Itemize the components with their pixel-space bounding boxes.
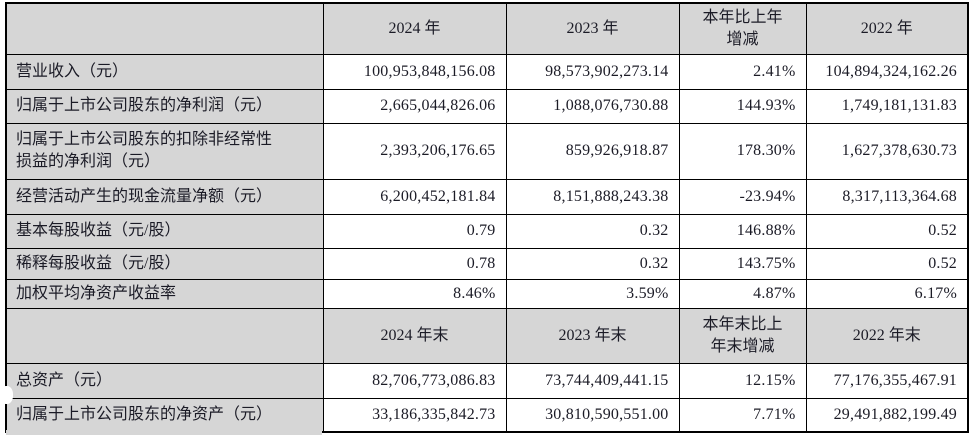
value-2022: 29,491,882,199.49: [805, 397, 969, 433]
value-2024: 33,186,335,842.73: [322, 397, 507, 433]
value-2024: 6,200,452,181.84: [322, 178, 507, 215]
col-header-2022-end: 2022 年末: [805, 307, 969, 364]
value-change: 143.75%: [678, 247, 807, 280]
value-change: -23.94%: [678, 178, 807, 215]
row-label: 归属于上市公司股东的净资产（元）: [5, 397, 324, 433]
table-row-net-assets: 归属于上市公司股东的净资产（元） 33,186,335,842.73 30,81…: [5, 397, 969, 433]
row-label: 基本每股收益（元/股）: [5, 213, 324, 249]
value-2023: 0.32: [505, 247, 680, 280]
header-empty-cell: [5, 2, 324, 55]
col-header-yearend-change: 本年末比上 年末增减: [678, 307, 807, 364]
scan-artifact-white-smudge: [0, 386, 13, 404]
table-row-diluted-eps: 稀释每股收益（元/股） 0.78 0.32 143.75% 0.52: [5, 247, 969, 280]
value-2022: 8,317,113,364.68: [805, 178, 969, 215]
value-2022: 0.52: [805, 247, 969, 280]
table-row-net-profit-excl-nonrecurring: 归属于上市公司股东的扣除非经常性 损益的净利润（元） 2,393,206,176…: [5, 122, 969, 180]
col-header-2024: 2024 年: [322, 2, 507, 55]
col-header-2024-end: 2024 年末: [322, 307, 507, 364]
header-empty-cell: [5, 307, 324, 364]
financial-summary-table: 2024 年 2023 年 本年比上年 增减 2022 年 营业收入（元） 10…: [5, 2, 969, 433]
value-2024: 0.79: [322, 213, 507, 249]
col-header-2022: 2022 年: [805, 2, 969, 55]
value-2023: 3.59%: [505, 278, 680, 309]
value-change: 12.15%: [678, 362, 807, 399]
section1-header-row: 2024 年 2023 年 本年比上年 增减 2022 年: [5, 2, 969, 55]
value-2022: 1,749,181,131.83: [805, 88, 969, 124]
value-2023: 30,810,590,551.00: [505, 397, 680, 433]
value-2022: 0.52: [805, 213, 969, 249]
value-2023: 0.32: [505, 213, 680, 249]
value-change: 146.88%: [678, 213, 807, 249]
value-2023: 859,926,918.87: [505, 122, 680, 180]
table-row-revenue: 营业收入（元） 100,953,848,156.08 98,573,902,27…: [5, 53, 969, 90]
value-2022: 77,176,355,467.91: [805, 362, 969, 399]
value-2024: 2,665,044,826.06: [322, 88, 507, 124]
value-2022: 104,894,324,162.26: [805, 53, 969, 90]
row-label: 营业收入（元）: [5, 53, 324, 90]
value-2022: 1,627,378,630.73: [805, 122, 969, 180]
col-header-2023: 2023 年: [505, 2, 680, 55]
row-label: 归属于上市公司股东的净利润（元）: [5, 88, 324, 124]
value-2024: 82,706,773,086.83: [322, 362, 507, 399]
value-2023: 1,088,076,730.88: [505, 88, 680, 124]
row-label: 总资产（元）: [5, 362, 324, 399]
value-2024: 2,393,206,176.65: [322, 122, 507, 180]
table-row-basic-eps: 基本每股收益（元/股） 0.79 0.32 146.88% 0.52: [5, 213, 969, 249]
row-label: 归属于上市公司股东的扣除非经常性 损益的净利润（元）: [5, 122, 324, 180]
value-2023: 8,151,888,243.38: [505, 178, 680, 215]
value-2024: 0.78: [322, 247, 507, 280]
value-2023: 98,573,902,273.14: [505, 53, 680, 90]
row-label: 稀释每股收益（元/股）: [5, 247, 324, 280]
table-row-total-assets: 总资产（元） 82,706,773,086.83 73,744,409,441.…: [5, 362, 969, 399]
value-2022: 6.17%: [805, 278, 969, 309]
row-label: 加权平均净资产收益率: [5, 278, 324, 309]
value-change: 4.87%: [678, 278, 807, 309]
col-header-2023-end: 2023 年末: [505, 307, 680, 364]
value-2024: 100,953,848,156.08: [322, 53, 507, 90]
scan-artifact-gray-tab: [6, 430, 322, 435]
value-change: 178.30%: [678, 122, 807, 180]
table-row-operating-cash-flow: 经营活动产生的现金流量净额（元） 6,200,452,181.84 8,151,…: [5, 178, 969, 215]
table-row-weighted-avg-roe: 加权平均净资产收益率 8.46% 3.59% 4.87% 6.17%: [5, 278, 969, 309]
col-header-yoy-change: 本年比上年 增减: [678, 2, 807, 55]
row-label: 经营活动产生的现金流量净额（元）: [5, 178, 324, 215]
section2-header-row: 2024 年末 2023 年末 本年末比上 年末增减 2022 年末: [5, 307, 969, 364]
value-2024: 8.46%: [322, 278, 507, 309]
table-row-net-profit: 归属于上市公司股东的净利润（元） 2,665,044,826.06 1,088,…: [5, 88, 969, 124]
value-change: 2.41%: [678, 53, 807, 90]
value-change: 7.71%: [678, 397, 807, 433]
value-2023: 73,744,409,441.15: [505, 362, 680, 399]
value-change: 144.93%: [678, 88, 807, 124]
